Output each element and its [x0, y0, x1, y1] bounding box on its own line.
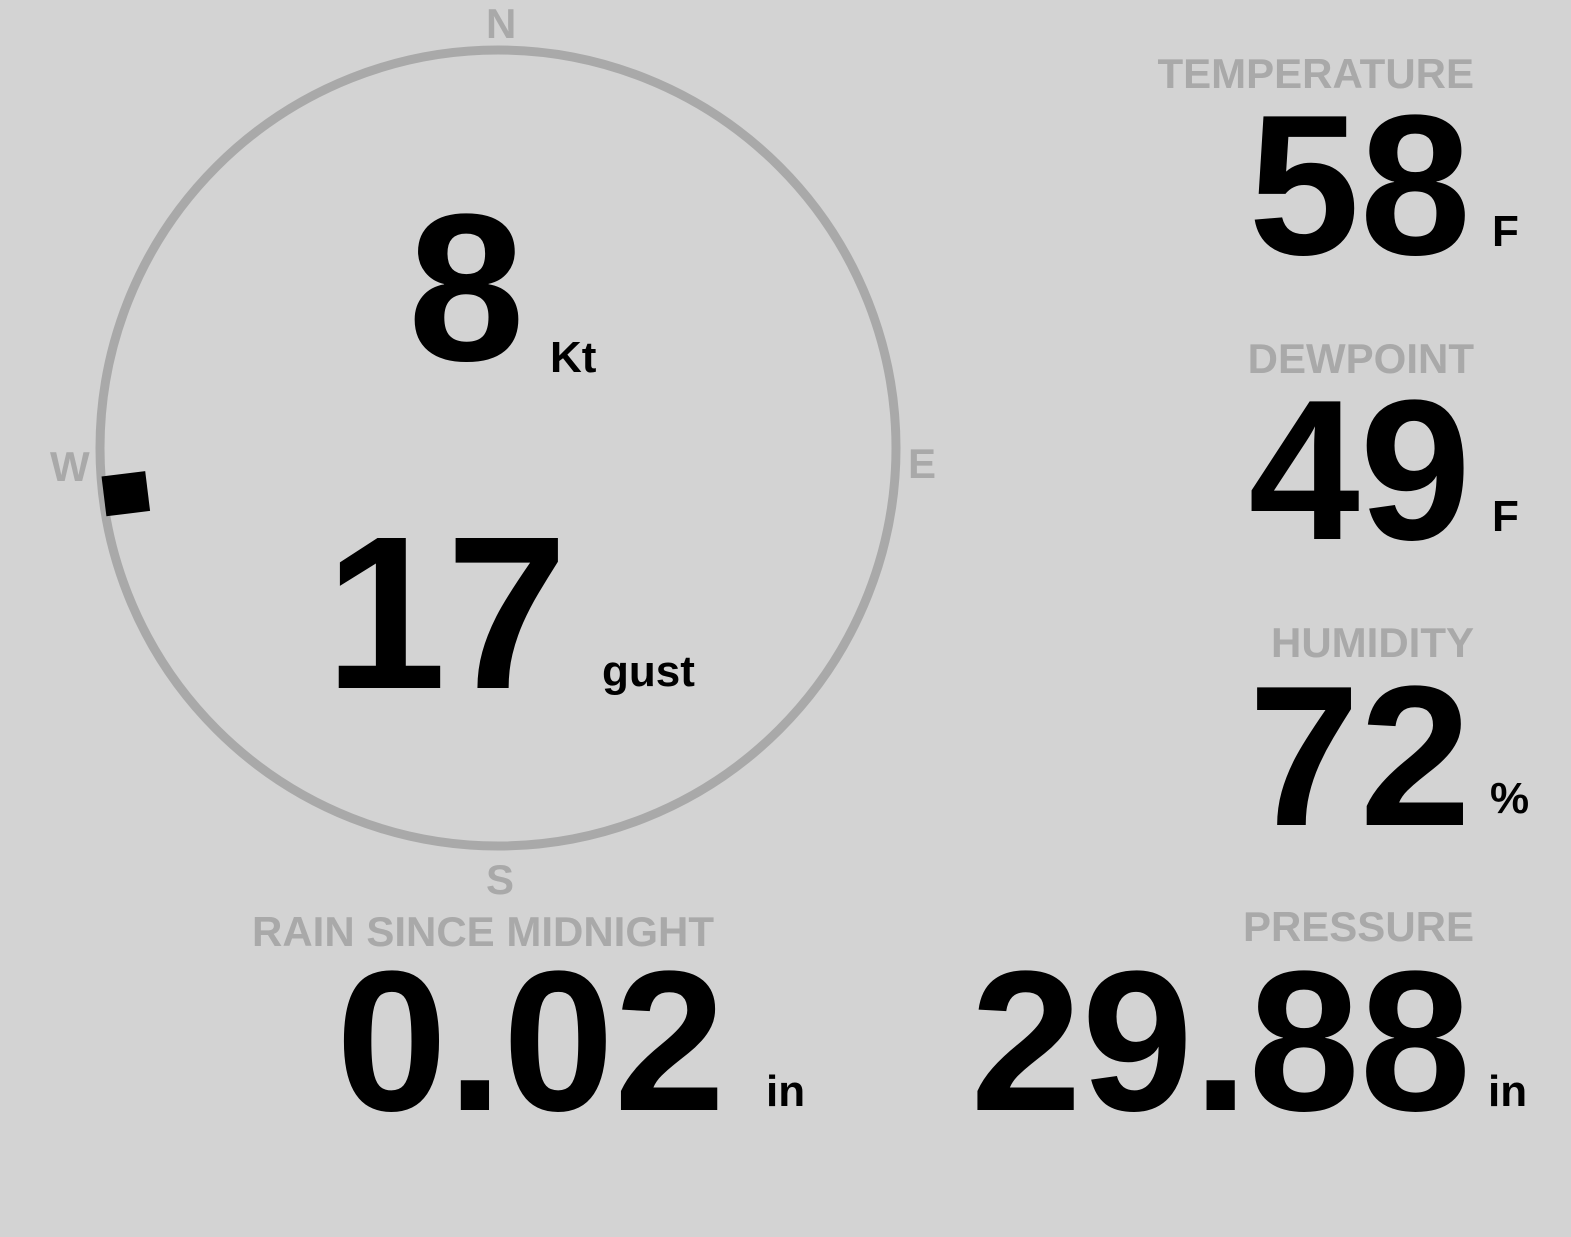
- humidity-label: HUMIDITY: [1271, 619, 1474, 666]
- compass-east-label: E: [908, 440, 937, 487]
- compass-ring: [95, 45, 901, 851]
- pressure-unit: in: [1488, 1067, 1528, 1116]
- rain-unit: in: [766, 1067, 806, 1116]
- dewpoint-card: DEWPOINT: [1248, 335, 1474, 383]
- humidity-value: 72: [1248, 645, 1471, 868]
- temperature-unit: F: [1492, 207, 1519, 256]
- wind-speed-value: 8: [408, 170, 525, 405]
- rain-label: RAIN SINCE MIDNIGHT: [252, 908, 714, 955]
- dewpoint-unit: F: [1492, 492, 1519, 541]
- pressure-card: PRESSURE: [1243, 903, 1474, 951]
- compass-west-label: W: [50, 443, 90, 490]
- temperature-value: 58: [1248, 74, 1471, 297]
- pressure-label: PRESSURE: [1242, 903, 1474, 950]
- dewpoint-value: 49: [1248, 359, 1471, 582]
- dewpoint-label: DEWPOINT: [1247, 335, 1474, 382]
- wind-gust-unit: gust: [602, 647, 695, 696]
- rain-value: 0.02: [336, 930, 726, 1153]
- wind-gust-value: 17: [325, 492, 568, 735]
- temperature-card: TEMPERATURE: [1157, 50, 1474, 98]
- wind-direction-marker: [101, 471, 151, 517]
- compass-north-label: N: [486, 0, 517, 47]
- wind-compass: [95, 45, 901, 851]
- wind-speed-unit: Kt: [550, 333, 597, 382]
- compass-south-label: S: [486, 856, 515, 903]
- humidity-card: HUMIDITY: [1271, 619, 1474, 667]
- pressure-value: 29.88: [970, 930, 1472, 1153]
- temperature-label: TEMPERATURE: [1157, 50, 1474, 97]
- humidity-unit: %: [1490, 774, 1530, 823]
